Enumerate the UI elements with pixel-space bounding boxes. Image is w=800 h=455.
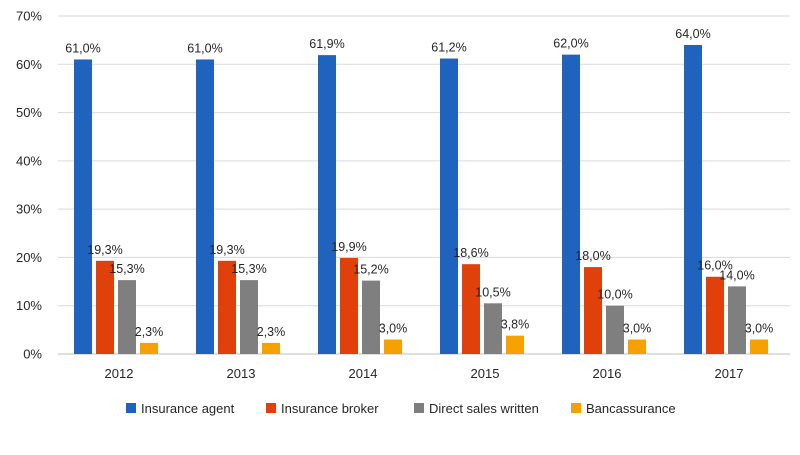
- bar-insurance-broker-2017: [706, 276, 724, 354]
- bar-direct-sales-written-2014: [362, 280, 380, 354]
- data-label: 19,3%: [87, 243, 122, 257]
- x-tick-label: 2017: [715, 366, 744, 381]
- y-tick-label: 50%: [16, 105, 42, 120]
- data-label: 62,0%: [553, 37, 588, 51]
- data-label: 19,3%: [209, 243, 244, 257]
- data-label: 61,9%: [309, 37, 344, 51]
- data-label: 19,9%: [331, 240, 366, 254]
- data-label: 16,0%: [697, 259, 732, 273]
- x-tick-label: 2016: [593, 366, 622, 381]
- bar-insurance-agent-2012: [74, 59, 92, 354]
- legend-swatch: [266, 403, 276, 413]
- data-label: 3,8%: [501, 318, 530, 332]
- bar-insurance-broker-2015: [462, 264, 480, 354]
- y-tick-label: 10%: [16, 298, 42, 313]
- data-label: 61,0%: [65, 41, 100, 55]
- bar-bancassurance-2016: [628, 339, 646, 354]
- y-tick-label: 70%: [16, 9, 42, 24]
- data-label: 61,0%: [187, 41, 222, 55]
- data-label: 14,0%: [719, 268, 754, 282]
- bar-insurance-agent-2013: [196, 59, 214, 354]
- bar-insurance-agent-2016: [562, 54, 580, 354]
- legend-swatch: [571, 403, 581, 413]
- legend-label: Direct sales written: [429, 401, 539, 416]
- data-label: 3,0%: [623, 322, 652, 336]
- y-tick-label: 60%: [16, 57, 42, 72]
- x-tick-label: 2014: [349, 366, 378, 381]
- bar-insurance-broker-2013: [218, 260, 236, 354]
- y-tick-label: 30%: [16, 202, 42, 217]
- data-label: 2,3%: [257, 325, 286, 339]
- y-tick-label: 20%: [16, 250, 42, 265]
- bar-bancassurance-2014: [384, 339, 402, 354]
- legend-label: Bancassurance: [586, 401, 676, 416]
- bar-direct-sales-written-2013: [240, 280, 258, 354]
- bar-insurance-agent-2015: [440, 58, 458, 355]
- bar-direct-sales-written-2017: [728, 286, 746, 354]
- data-label: 15,3%: [109, 262, 144, 276]
- bar-bancassurance-2013: [262, 342, 280, 354]
- bar-direct-sales-written-2012: [118, 280, 136, 354]
- legend: Insurance agent Insurance broker Direct sa…: [126, 401, 676, 416]
- bars: [74, 44, 768, 355]
- bar-insurance-broker-2016: [584, 267, 602, 354]
- bar-insurance-agent-2014: [318, 55, 336, 355]
- y-tick-label: 40%: [16, 153, 42, 168]
- bar-direct-sales-written-2015: [484, 303, 502, 354]
- bar-insurance-broker-2012: [96, 260, 114, 354]
- y-axis-tick-labels: 0% 10% 20% 30% 40% 50% 60% 70%: [16, 9, 42, 362]
- data-labels: 61,0% 19,3% 15,3% 2,3% 61,0% 19,3% 15,3% 2,3% 61…: [65, 27, 773, 339]
- bar-direct-sales-written-2016: [606, 305, 624, 354]
- bar-insurance-broker-2014: [340, 257, 358, 354]
- data-label: 2,3%: [135, 325, 164, 339]
- data-label: 61,2%: [431, 40, 466, 54]
- legend-swatch: [414, 403, 424, 413]
- bar-bancassurance-2015: [506, 335, 524, 354]
- data-label: 15,3%: [231, 262, 266, 276]
- legend-label: Insurance agent: [141, 401, 235, 416]
- data-label: 10,5%: [475, 285, 510, 299]
- bar-bancassurance-2017: [750, 339, 768, 354]
- y-tick-label: 0%: [23, 347, 42, 362]
- legend-swatch: [126, 403, 136, 413]
- data-label: 18,6%: [453, 246, 488, 260]
- data-label: 18,0%: [575, 249, 610, 263]
- x-tick-label: 2013: [227, 366, 256, 381]
- bar-insurance-agent-2017: [684, 44, 702, 354]
- x-tick-label: 2012: [105, 366, 134, 381]
- x-tick-label: 2015: [471, 366, 500, 381]
- gridlines: [58, 15, 790, 355]
- data-label: 64,0%: [675, 27, 710, 41]
- data-label: 10,0%: [597, 288, 632, 302]
- legend-label: Insurance broker: [281, 401, 379, 416]
- x-axis-tick-labels: 2012 2013 2014 2015 2016 2017: [105, 366, 744, 381]
- bar-bancassurance-2012: [140, 342, 158, 354]
- data-label: 3,0%: [379, 322, 408, 336]
- data-label: 15,2%: [353, 263, 388, 277]
- data-label: 3,0%: [745, 322, 774, 336]
